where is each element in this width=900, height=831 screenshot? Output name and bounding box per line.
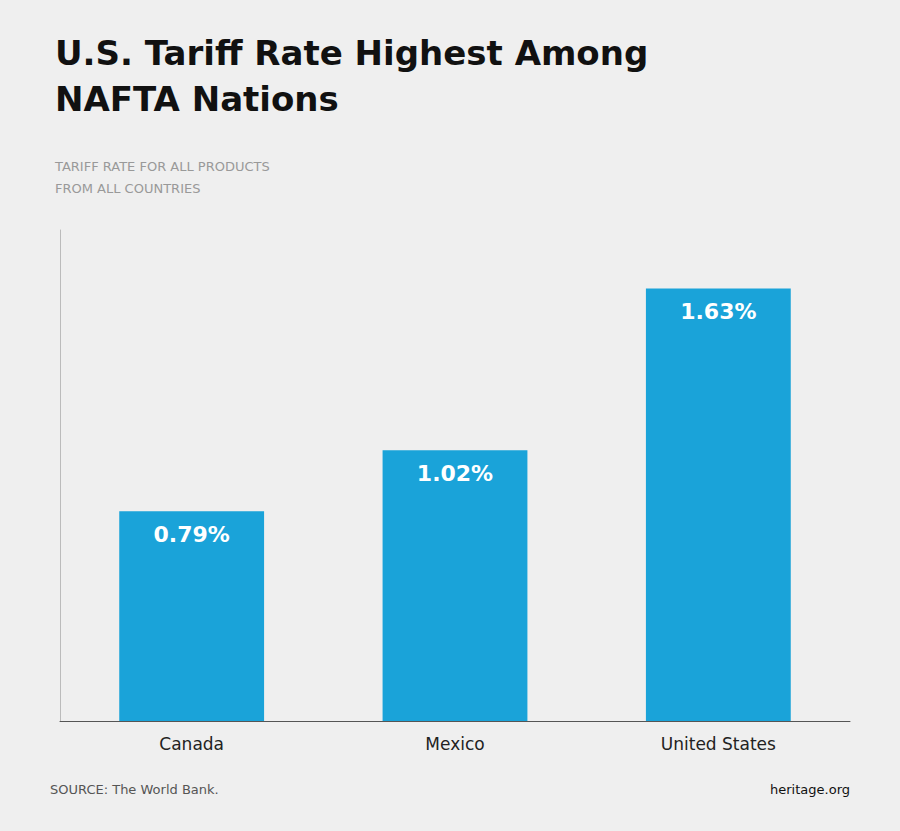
svg-text:heritage.org: heritage.org xyxy=(770,782,850,797)
svg-text:TARIFF RATE FOR ALL PRODUCTS: TARIFF RATE FOR ALL PRODUCTS xyxy=(54,159,270,174)
svg-text:1.02%: 1.02% xyxy=(417,461,493,486)
svg-text:SOURCE: The World Bank.: SOURCE: The World Bank. xyxy=(50,782,219,797)
svg-text:0.79%: 0.79% xyxy=(154,522,230,547)
svg-text:1.63%: 1.63% xyxy=(680,299,756,324)
svg-text:FROM ALL COUNTRIES: FROM ALL COUNTRIES xyxy=(55,181,200,196)
svg-text:Canada: Canada xyxy=(159,734,224,754)
svg-text:NAFTA Nations: NAFTA Nations xyxy=(55,79,339,119)
svg-text:Mexico: Mexico xyxy=(425,734,484,754)
svg-text:U.S. Tariff Rate Highest Among: U.S. Tariff Rate Highest Among xyxy=(55,33,648,73)
svg-text:United States: United States xyxy=(661,734,776,754)
